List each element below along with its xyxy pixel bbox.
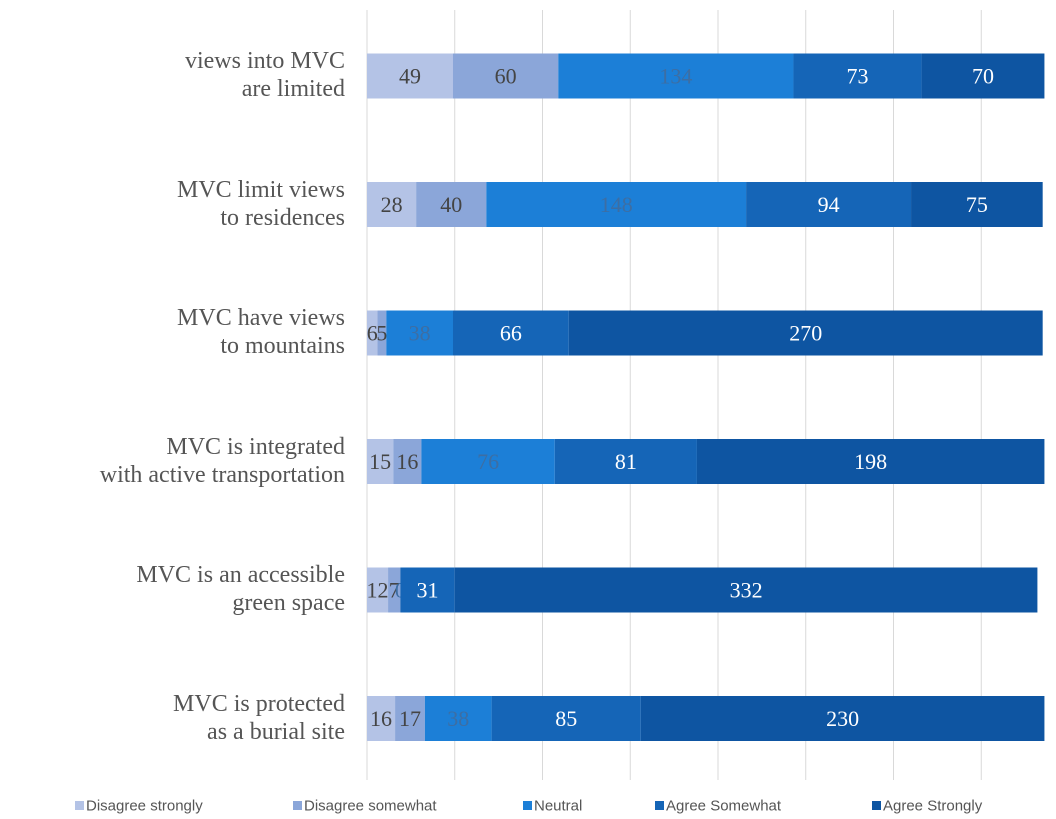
bar-segment: [421, 439, 555, 484]
data-label: 31: [417, 578, 439, 603]
data-label: 70: [972, 64, 994, 89]
data-label: 38: [409, 321, 431, 346]
bar-segment: [424, 696, 492, 741]
data-label: 6: [367, 321, 378, 346]
data-label: 134: [659, 64, 692, 89]
y-tick-label: views into MVC are limited: [184, 48, 345, 102]
y-tick-label: MVC is an accessible green space: [136, 562, 345, 616]
bar-segment: [400, 567, 455, 613]
data-label: 12: [367, 578, 389, 603]
bar-segment: [393, 439, 422, 484]
bar-segment: [640, 696, 1045, 741]
bar-segment: [395, 696, 425, 741]
y-tick-label: MVC is integrated with active transporta…: [99, 433, 345, 488]
bar-segment: [452, 53, 559, 99]
data-label: 148: [600, 192, 633, 217]
data-label: 49: [399, 64, 421, 89]
y-tick-label: MVC have views to mountains: [177, 305, 345, 359]
bar-segment: [454, 567, 1038, 613]
bar-segment: [793, 53, 922, 99]
legend-swatch: [872, 801, 881, 810]
bar-segment: [568, 310, 1043, 356]
bar-segment: [558, 53, 794, 99]
data-label: 66: [500, 321, 522, 346]
bar-segment: [367, 182, 417, 227]
legend-label: Disagree strongly: [86, 798, 203, 815]
bar-segment: [554, 439, 697, 484]
bar-segment: [452, 310, 569, 356]
data-label: 16: [370, 706, 392, 731]
data-label: 332: [730, 578, 763, 603]
data-label: 94: [818, 192, 840, 217]
bar-segment: [696, 439, 1045, 484]
data-label: 17: [399, 706, 421, 731]
data-label: 40: [440, 192, 462, 217]
data-label: 28: [381, 192, 403, 217]
data-label: 85: [555, 706, 577, 731]
y-tick-label: MVC limit views to residences: [176, 176, 345, 231]
bar-segment: [388, 567, 401, 613]
bar-segment: [486, 182, 747, 227]
bar-segment: [911, 182, 1043, 227]
legend-swatch: [523, 801, 532, 810]
legend-label: Agree Strongly: [883, 798, 983, 815]
y-tick-label: MVC is protected as a burial site: [173, 690, 345, 745]
bar-segment: [367, 53, 453, 99]
legend-label: Agree Somewhat: [666, 798, 782, 815]
data-label: 73: [847, 64, 869, 89]
data-label: 15: [369, 449, 391, 474]
bar-segment: [491, 696, 641, 741]
data-label: 60: [495, 64, 517, 89]
legend-swatch: [75, 801, 84, 810]
data-label: 7: [389, 578, 400, 603]
legend-label: Neutral: [534, 798, 582, 815]
bar-segment: [921, 53, 1045, 99]
data-label: 81: [615, 449, 637, 474]
bar-segment: [416, 182, 487, 227]
data-label: 75: [966, 192, 988, 217]
legend-swatch: [293, 801, 302, 810]
bar-segment: [746, 182, 912, 227]
data-label: 198: [854, 449, 887, 474]
legend-swatch: [655, 801, 664, 810]
data-label: 270: [789, 321, 822, 346]
bar-segment: [367, 696, 396, 741]
bar-segment: [367, 310, 378, 356]
data-label: 38: [447, 706, 469, 731]
data-label: 5: [376, 321, 387, 346]
bar-segment: [377, 310, 387, 356]
legend-label: Disagree somewhat: [304, 798, 437, 815]
data-label: 16: [396, 449, 418, 474]
bar-segment: [367, 439, 394, 484]
data-label: 76: [477, 449, 499, 474]
bar-segment: [367, 567, 389, 613]
data-label: 230: [826, 706, 859, 731]
bar-segment: [386, 310, 453, 356]
